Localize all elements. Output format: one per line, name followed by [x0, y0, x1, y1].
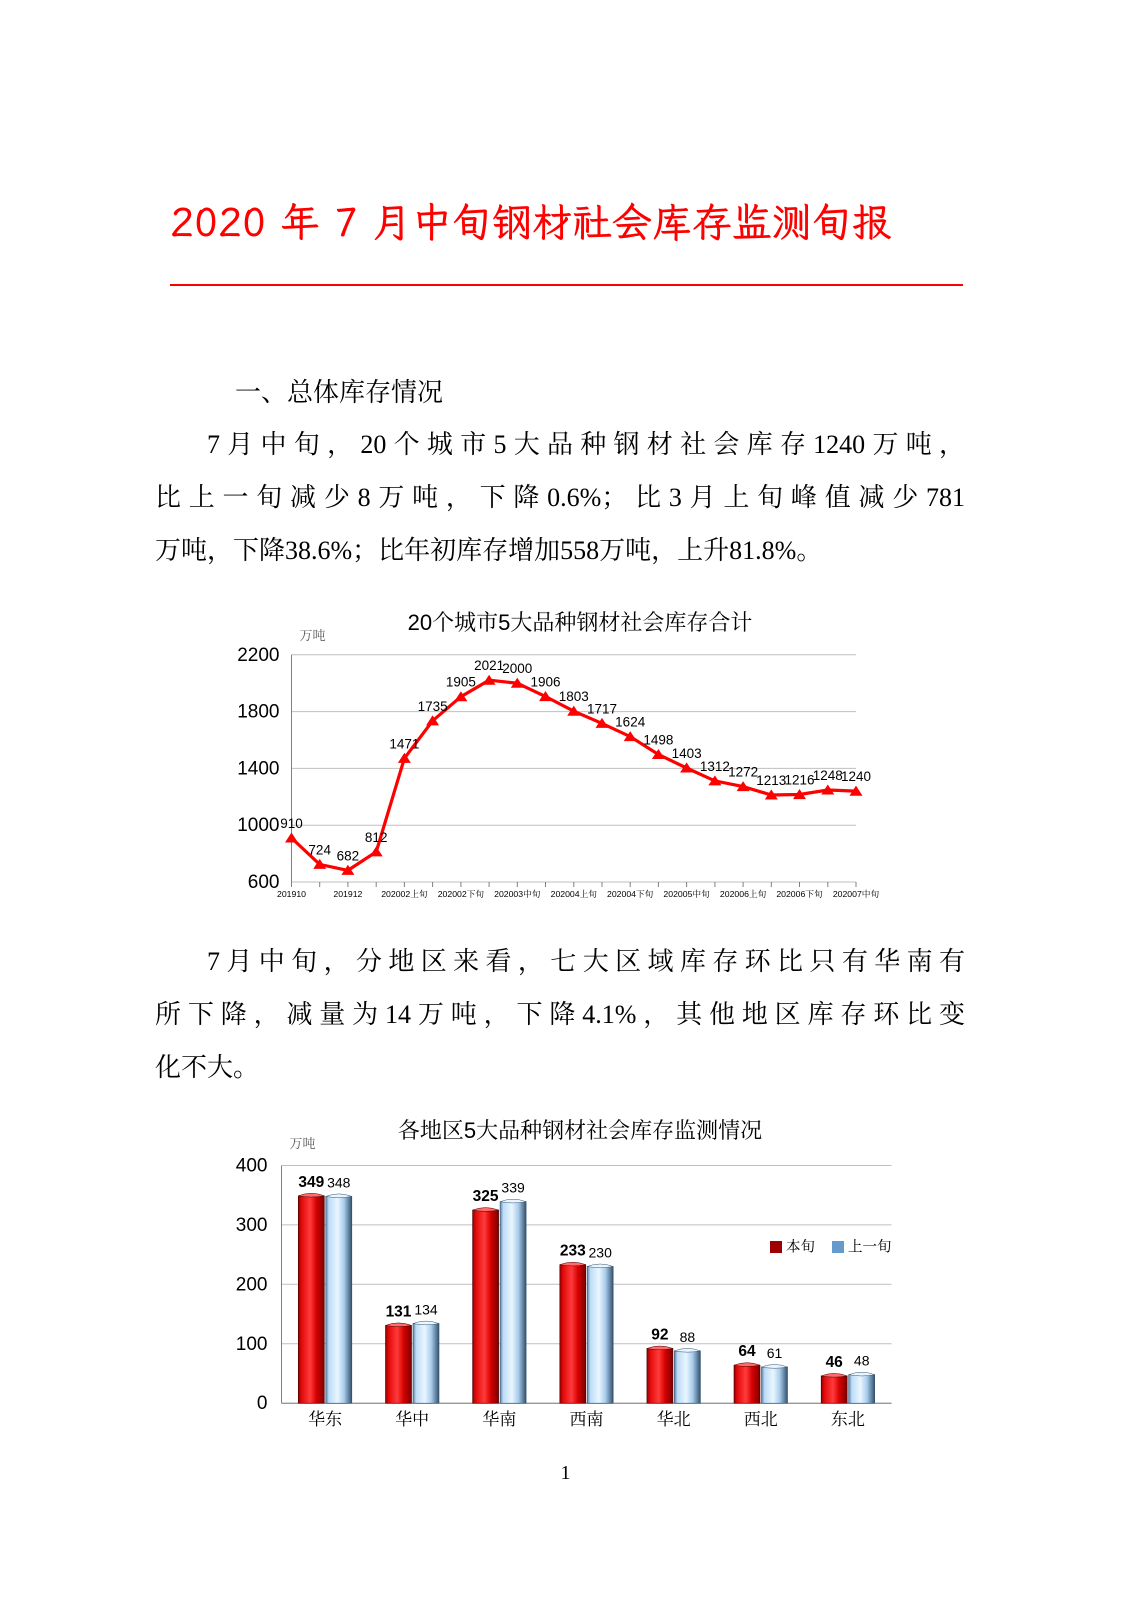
- svg-text:100: 100: [236, 1334, 268, 1355]
- svg-text:华中: 华中: [395, 1410, 429, 1429]
- svg-text:1248: 1248: [813, 768, 843, 783]
- svg-text:202007中旬: 202007中旬: [833, 888, 880, 899]
- svg-text:1403: 1403: [672, 746, 702, 761]
- svg-text:1312: 1312: [700, 759, 730, 774]
- svg-text:202003中旬: 202003中旬: [494, 888, 541, 899]
- svg-text:131: 131: [386, 1303, 412, 1320]
- svg-text:201912: 201912: [333, 889, 362, 899]
- svg-text:0: 0: [257, 1393, 268, 1414]
- svg-text:1272: 1272: [728, 765, 758, 780]
- svg-text:600: 600: [248, 872, 280, 893]
- svg-text:1800: 1800: [237, 702, 279, 723]
- svg-text:各地区5大品种钢材社会库存监测情况: 各地区5大品种钢材社会库存监测情况: [398, 1118, 762, 1143]
- svg-text:400: 400: [236, 1156, 268, 1177]
- svg-text:200: 200: [236, 1274, 268, 1295]
- svg-text:88: 88: [680, 1329, 696, 1345]
- svg-text:202004下旬: 202004下旬: [607, 888, 654, 899]
- svg-text:61: 61: [767, 1345, 783, 1361]
- svg-text:上一旬: 上一旬: [848, 1239, 892, 1256]
- svg-text:1624: 1624: [615, 715, 646, 730]
- svg-text:812: 812: [365, 830, 388, 845]
- svg-text:300: 300: [236, 1215, 268, 1236]
- svg-text:1400: 1400: [237, 758, 279, 779]
- svg-text:华东: 华东: [308, 1410, 342, 1429]
- svg-text:1471: 1471: [389, 736, 419, 751]
- svg-text:201910: 201910: [277, 889, 306, 899]
- svg-text:910: 910: [280, 816, 303, 831]
- svg-text:1498: 1498: [643, 733, 673, 748]
- svg-text:东北: 东北: [831, 1410, 865, 1429]
- svg-text:233: 233: [560, 1243, 586, 1260]
- svg-text:202004上旬: 202004上旬: [551, 888, 598, 899]
- svg-text:1735: 1735: [418, 699, 448, 714]
- svg-text:1906: 1906: [530, 675, 560, 690]
- svg-text:本旬: 本旬: [786, 1239, 815, 1256]
- svg-text:华北: 华北: [657, 1410, 691, 1429]
- svg-text:华南: 华南: [482, 1410, 516, 1429]
- svg-text:1213: 1213: [756, 773, 786, 788]
- svg-text:1905: 1905: [446, 675, 476, 690]
- svg-text:1216: 1216: [784, 773, 814, 788]
- svg-text:64: 64: [738, 1343, 756, 1360]
- svg-text:1000: 1000: [237, 815, 279, 836]
- svg-text:1717: 1717: [587, 701, 617, 716]
- svg-text:230: 230: [589, 1245, 613, 1261]
- svg-text:339: 339: [501, 1180, 525, 1196]
- svg-text:724: 724: [308, 842, 331, 857]
- svg-text:万吨: 万吨: [290, 1136, 316, 1151]
- svg-text:92: 92: [651, 1327, 668, 1344]
- svg-text:202006下旬: 202006下旬: [776, 888, 823, 899]
- svg-text:20个城市5大品种钢材社会库存合计: 20个城市5大品种钢材社会库存合计: [408, 610, 753, 635]
- svg-text:48: 48: [854, 1353, 870, 1369]
- svg-text:349: 349: [298, 1174, 324, 1191]
- svg-text:202002上旬: 202002上旬: [381, 888, 428, 899]
- svg-text:万吨: 万吨: [300, 628, 326, 643]
- svg-text:46: 46: [826, 1354, 844, 1371]
- svg-text:134: 134: [414, 1302, 438, 1318]
- svg-text:682: 682: [337, 848, 360, 863]
- svg-text:202006上旬: 202006上旬: [720, 888, 767, 899]
- svg-text:202002下旬: 202002下旬: [438, 888, 485, 899]
- svg-text:西南: 西南: [570, 1410, 604, 1429]
- svg-text:1240: 1240: [841, 769, 871, 784]
- svg-text:348: 348: [327, 1174, 351, 1190]
- svg-text:西北: 西北: [744, 1410, 778, 1429]
- svg-text:202005中旬: 202005中旬: [663, 888, 710, 899]
- svg-text:2021: 2021: [474, 658, 504, 673]
- svg-text:325: 325: [473, 1188, 499, 1205]
- svg-text:2000: 2000: [502, 661, 532, 676]
- svg-text:2200: 2200: [237, 645, 279, 666]
- svg-text:1803: 1803: [559, 689, 589, 704]
